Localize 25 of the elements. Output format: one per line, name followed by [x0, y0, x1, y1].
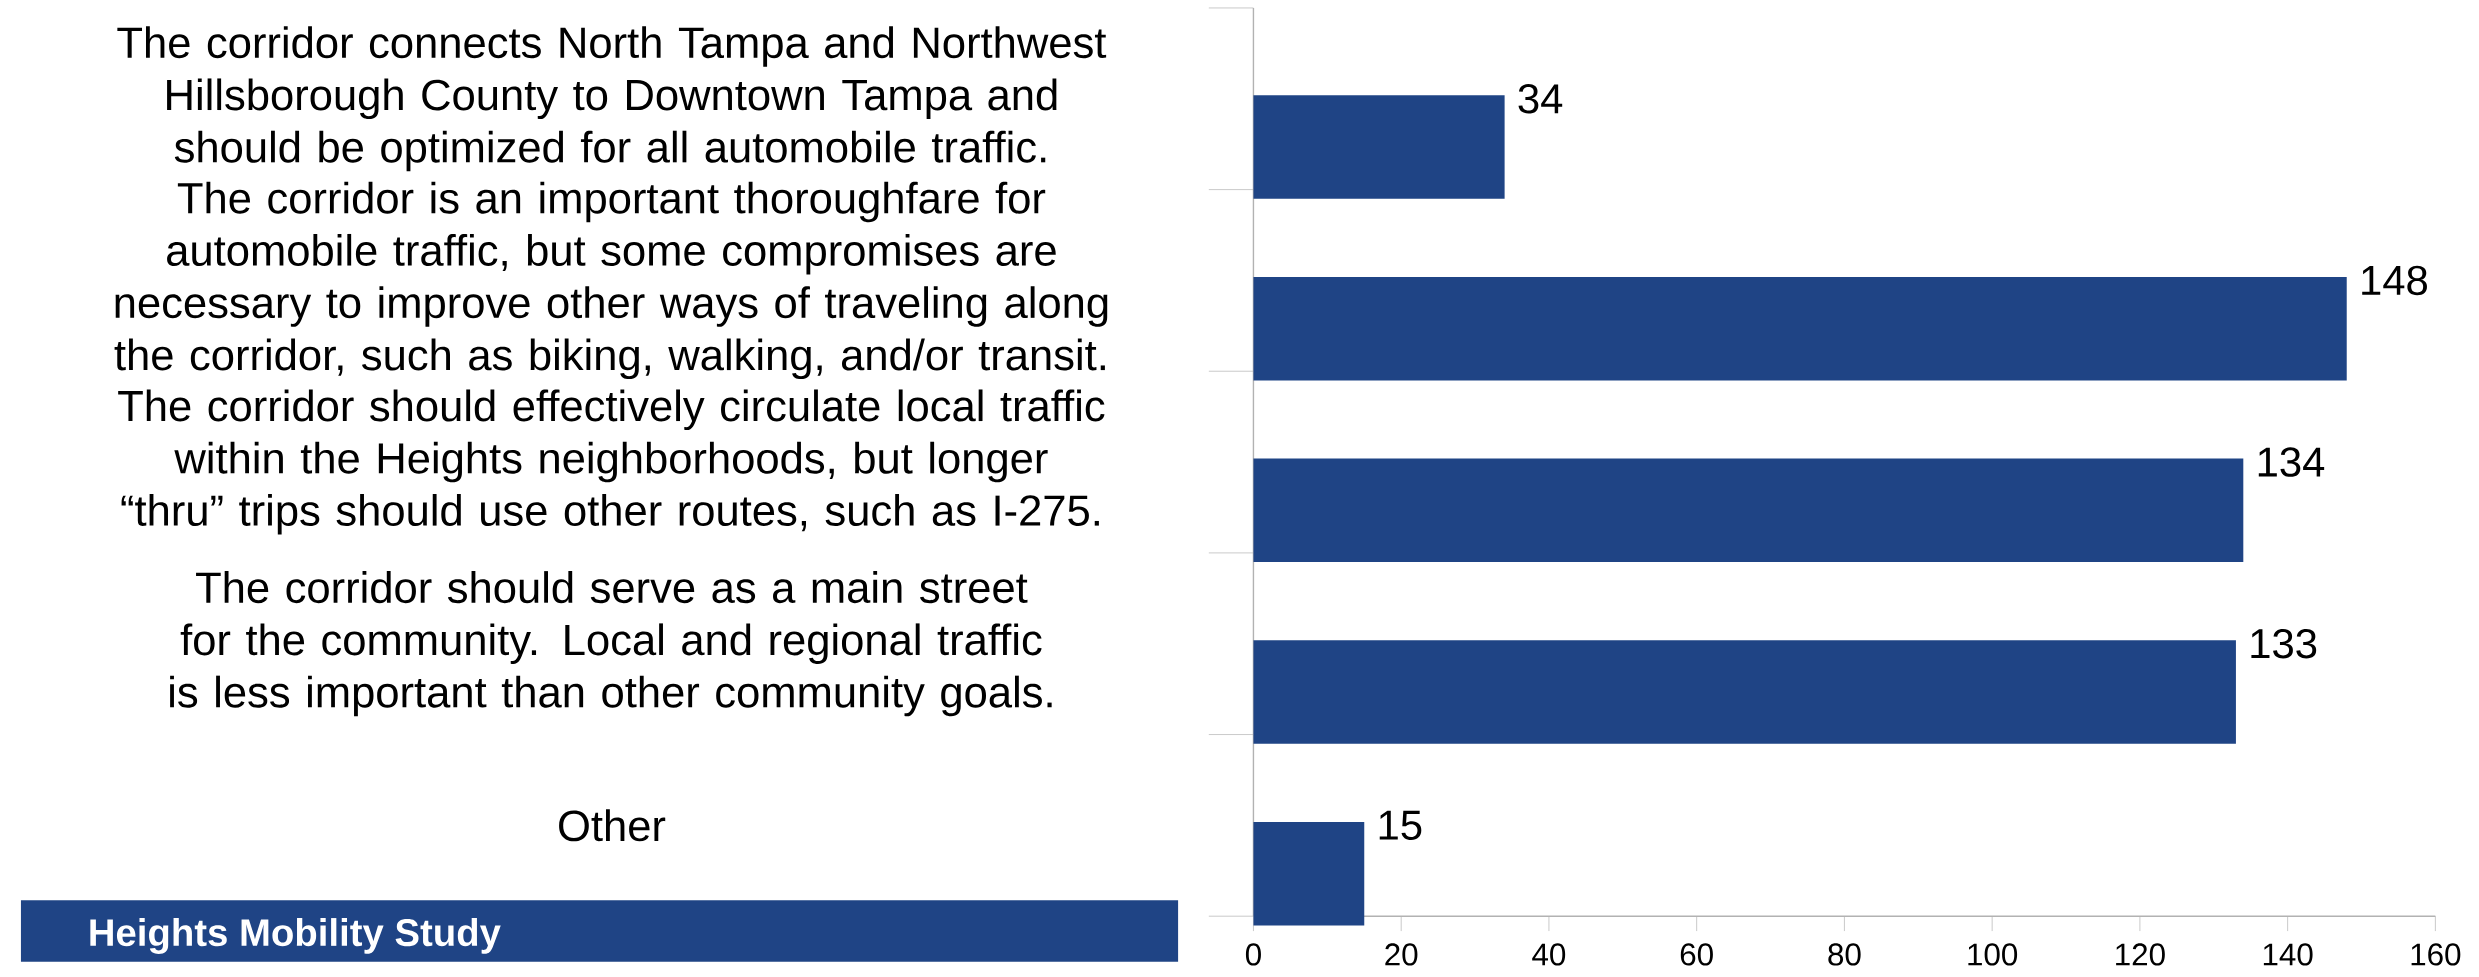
x-tick-label: 20: [1385, 943, 1418, 966]
data-label: 133: [2251, 628, 2317, 659]
y-tick-label: The corridor connects North Tampa and Northwest Hillsborough County to Downtown Tampa and should be optimized for all automobile traffic.: [117, 26, 1107, 172]
x-tick-label: 100: [1968, 943, 2018, 966]
x-tick-label: 160: [2411, 943, 2461, 966]
x-tick-label: 140: [2263, 943, 2313, 966]
y-tick-label: Other: [559, 809, 666, 842]
bar: [1253, 95, 1505, 199]
bar: [1253, 276, 2347, 381]
x-tick-label: 120: [2116, 943, 2165, 966]
y-tick-label: The corridor should serve as a main street for the community. Local and regional traffic is less important than other community goals.: [170, 571, 1052, 717]
y-tick-label: The corridor should effectively circulate local traffic within the Heights neighborhoods, but longer “thru” trips should use other routes, such as I-275.: [118, 389, 1105, 535]
x-tick-label: 40: [1532, 943, 1566, 966]
data-label: 148: [2362, 265, 2427, 296]
data-label: 34: [1518, 83, 1563, 114]
x-tick-label: 0: [1245, 943, 1261, 966]
x-tick-label: 60: [1680, 943, 1713, 966]
data-label: 15: [1379, 810, 1422, 840]
x-tick-label: 80: [1828, 943, 1861, 966]
data-label: 134: [2258, 447, 2325, 477]
y-tick-label: The corridor is an important thoroughfare for automobile traffic, but some compromises are necessary to improve other ways of traveling along the corridor, such as biking, walking, and/or transit.: [114, 181, 1108, 380]
bar: [1253, 458, 2244, 563]
text: Heights Mobility Study: [90, 917, 501, 954]
bar: [1253, 821, 1365, 926]
bar: [1253, 640, 2236, 744]
